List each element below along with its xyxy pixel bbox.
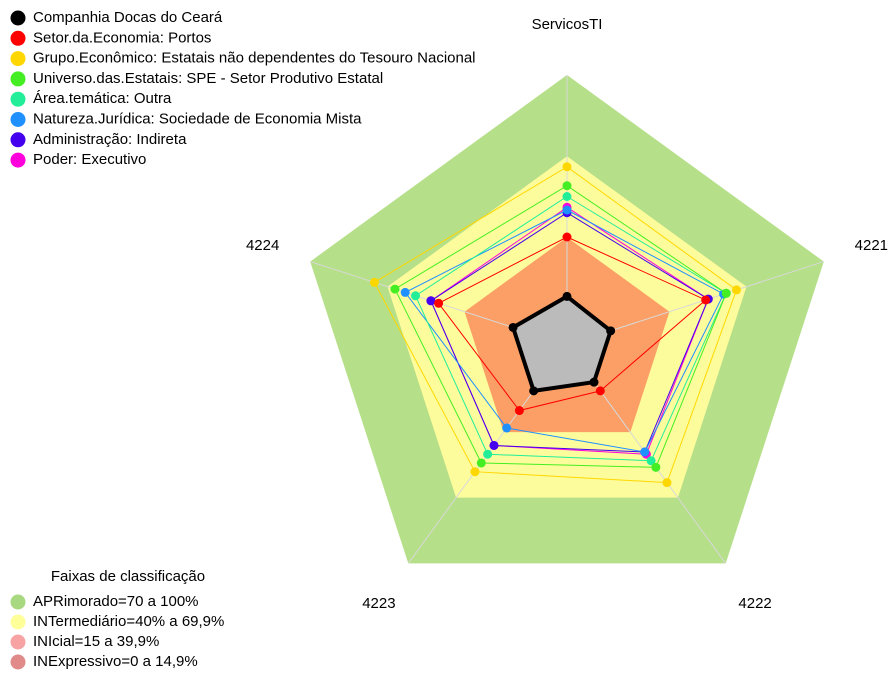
point [562, 291, 572, 301]
legend-marker [10, 30, 26, 46]
axis-label: 4224 [246, 237, 279, 254]
legend-label: Setor.da.Economia: Portos [33, 29, 211, 46]
point [606, 326, 616, 336]
point [562, 232, 572, 242]
point [426, 296, 436, 306]
legend-marker [10, 51, 26, 67]
legend-marker [10, 91, 26, 107]
point [369, 277, 379, 287]
series-line [394, 185, 727, 468]
point [562, 192, 572, 201]
axis-label: 4223 [362, 595, 395, 612]
axis-label: ServicosTI [532, 16, 603, 33]
band-legend-marker [10, 614, 26, 630]
point [390, 284, 400, 294]
series-line [404, 209, 725, 453]
legend-marker [10, 10, 26, 26]
point [502, 423, 512, 433]
legend-label: Natureza.Jurídica: Sociedade de Economia… [33, 110, 362, 127]
legend-marker [10, 152, 26, 168]
point [731, 285, 741, 295]
band-legend-label: INIcial=15 a 39,9% [33, 633, 159, 650]
series-line [437, 236, 707, 412]
legend-marker [10, 132, 26, 148]
point [646, 456, 656, 466]
band-legend-label: APRimorado=70 a 100% [33, 593, 199, 610]
legend-label: Companhia Docas do Ceará [33, 9, 223, 26]
legend-marker [10, 71, 26, 87]
point [476, 458, 486, 468]
legend-label: Poder: Executivo [33, 151, 146, 168]
point [434, 298, 444, 308]
point [529, 386, 539, 396]
band-legend-label: INExpressivo=0 a 14,9% [33, 653, 198, 670]
band-legend-marker [10, 634, 26, 650]
point [651, 462, 661, 472]
bands-title: Faixas de classificação [51, 568, 205, 585]
axis-label: 4221 [855, 237, 888, 254]
series-line [430, 206, 709, 455]
series-line [510, 293, 613, 394]
axis-label: 4222 [738, 595, 771, 612]
point [562, 181, 572, 191]
point [410, 291, 420, 301]
series-line [373, 166, 738, 484]
point [470, 467, 480, 477]
point [562, 205, 572, 215]
point [721, 288, 731, 298]
point [701, 295, 711, 305]
point [640, 447, 650, 457]
point [400, 287, 410, 297]
legend-marker [10, 112, 26, 127]
point [489, 440, 499, 450]
legend-label: Área.temática: Outra [33, 90, 172, 107]
band-legend-marker [10, 594, 26, 610]
point [562, 162, 572, 172]
point [483, 449, 493, 459]
series-line [414, 195, 727, 462]
legend-label: Administração: Indireta [33, 131, 187, 148]
point [514, 406, 524, 416]
series-line [430, 212, 709, 453]
point [662, 478, 672, 488]
point [508, 322, 518, 332]
legend-label: Grupo.Econômico: Estatais não dependente… [33, 50, 476, 67]
band-legend-marker [10, 654, 26, 670]
point [589, 377, 599, 387]
point [595, 386, 605, 396]
legend-label: Universo.das.Estatais: SPE - Setor Produ… [33, 70, 383, 87]
band-legend-label: INTermediário=40% a 69,9% [33, 613, 224, 630]
